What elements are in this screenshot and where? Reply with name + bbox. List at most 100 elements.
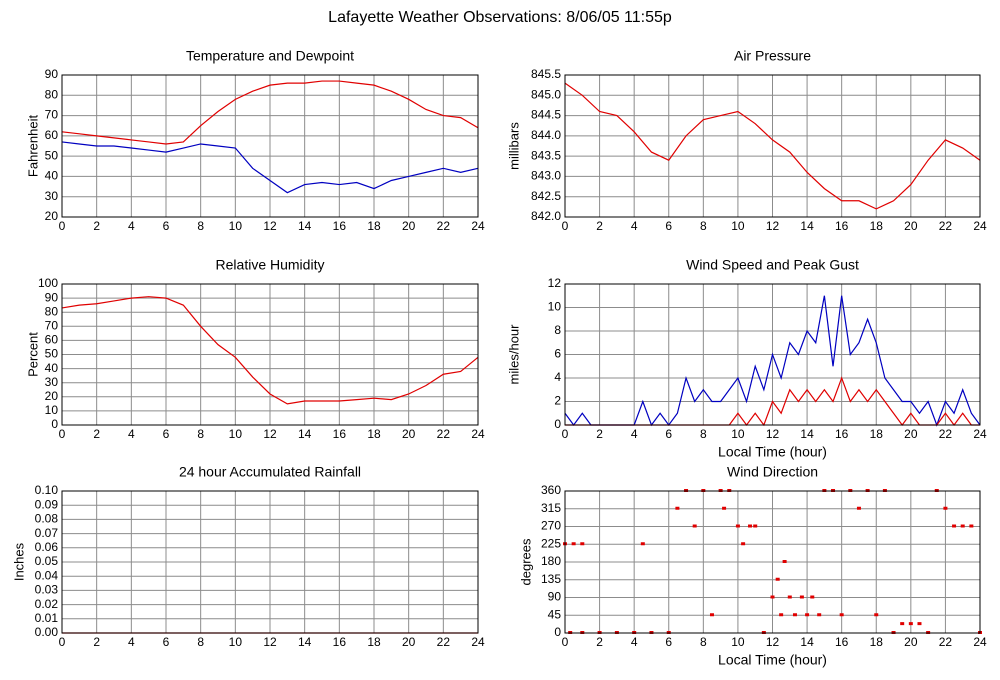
y-tick-label: 0	[554, 417, 561, 431]
y-tick-label: 0.08	[35, 512, 59, 526]
x-tick-label: 0	[562, 427, 569, 441]
x-tick-label: 2	[596, 427, 603, 441]
y-axis-label: millibars	[506, 122, 521, 170]
data-point	[779, 613, 784, 617]
plot-frame	[564, 74, 981, 218]
x-tick-label: 14	[800, 219, 814, 233]
y-tick-label: 843.0	[531, 169, 561, 183]
x-tick-label: 12	[263, 219, 277, 233]
y-tick-label: 70	[45, 108, 59, 122]
x-tick-label: 12	[766, 635, 780, 649]
x-tick-label: 0	[562, 219, 569, 233]
y-tick-label: 80	[45, 87, 59, 101]
data-point	[917, 622, 922, 626]
data-point	[874, 613, 879, 617]
x-tick-label: 14	[800, 427, 814, 441]
x-tick-label: 4	[128, 427, 135, 441]
y-tick-label: 315	[541, 501, 561, 515]
x-tick-label: 20	[904, 219, 918, 233]
y-tick-label: 60	[45, 128, 59, 142]
plot-frame	[61, 283, 479, 426]
x-tick-label: 22	[939, 635, 953, 649]
y-tick-label: 40	[45, 169, 59, 183]
plot-frame	[564, 490, 981, 634]
data-point	[792, 613, 797, 617]
y-tick-label: 20	[45, 209, 59, 223]
y-tick-label: 0	[51, 417, 58, 431]
x-tick-label: 8	[700, 635, 707, 649]
data-line	[61, 141, 479, 194]
data-point	[571, 542, 576, 546]
panel-title: Wind Speed and Peak Gust	[686, 257, 859, 273]
y-tick-label: 0.09	[35, 497, 59, 511]
x-tick-label: 8	[197, 427, 204, 441]
x-tick-label: 20	[402, 635, 416, 649]
x-tick-label: 2	[596, 635, 603, 649]
x-tick-label: 10	[229, 219, 243, 233]
y-tick-label: 842.0	[531, 209, 561, 223]
x-tick-label: 4	[128, 635, 135, 649]
x-tick-label: 18	[367, 427, 381, 441]
data-point	[900, 622, 905, 626]
data-point	[782, 560, 787, 563]
y-tick-label: 0.04	[35, 568, 59, 582]
x-tick-label: 4	[631, 219, 638, 233]
y-tick-label: 20	[45, 389, 59, 403]
x-tick-label: 8	[197, 635, 204, 649]
y-tick-label: 0.03	[35, 583, 59, 597]
data-point	[810, 595, 815, 599]
y-tick-label: 50	[45, 347, 59, 361]
y-tick-label: 844.5	[531, 108, 561, 122]
data-point	[640, 542, 645, 546]
data-point	[856, 506, 861, 510]
x-tick-label: 24	[471, 427, 485, 441]
panel-title: Air Pressure	[734, 48, 811, 64]
x-tick-label: 16	[333, 635, 347, 649]
y-tick-label: 10	[45, 403, 59, 417]
data-point	[753, 524, 758, 528]
x-tick-label: 24	[973, 427, 987, 441]
y-axis-label: Inches	[11, 542, 26, 581]
y-tick-label: 90	[45, 290, 59, 304]
data-point	[770, 595, 775, 599]
x-tick-label: 4	[631, 427, 638, 441]
x-tick-label: 10	[731, 635, 745, 649]
x-axis-label: Local Time (hour)	[718, 652, 827, 668]
x-tick-label: 22	[939, 219, 953, 233]
x-tick-label: 16	[333, 219, 347, 233]
x-tick-label: 4	[128, 219, 135, 233]
y-tick-label: 4	[554, 370, 561, 384]
x-tick-label: 12	[263, 427, 277, 441]
y-tick-label: 2	[554, 394, 561, 408]
x-tick-label: 6	[163, 427, 170, 441]
x-tick-label: 6	[163, 219, 170, 233]
plot-frame	[61, 490, 479, 634]
y-tick-label: 90	[548, 590, 562, 604]
x-tick-label: 6	[665, 635, 672, 649]
y-tick-label: 100	[38, 276, 58, 290]
x-tick-label: 6	[665, 427, 672, 441]
data-point	[960, 524, 965, 528]
x-tick-label: 4	[631, 635, 638, 649]
y-tick-label: 10	[548, 300, 562, 314]
x-tick-label: 24	[973, 635, 987, 649]
data-point	[709, 613, 714, 617]
data-line	[564, 82, 981, 210]
y-tick-label: 70	[45, 318, 59, 332]
data-point	[839, 613, 844, 617]
x-tick-label: 18	[870, 427, 884, 441]
data-point	[969, 524, 974, 528]
y-tick-label: 30	[45, 189, 59, 203]
x-tick-label: 24	[471, 219, 485, 233]
x-tick-label: 12	[263, 635, 277, 649]
x-tick-label: 14	[800, 635, 814, 649]
y-axis-label: Fahrenheit	[25, 115, 40, 178]
panel-title: Relative Humidity	[216, 257, 325, 273]
data-point	[817, 613, 822, 617]
y-tick-label: 45	[548, 607, 562, 621]
x-tick-label: 14	[298, 219, 312, 233]
data-point	[952, 524, 957, 528]
y-tick-label: 0.01	[35, 611, 59, 625]
x-tick-label: 18	[870, 635, 884, 649]
x-tick-label: 18	[367, 635, 381, 649]
